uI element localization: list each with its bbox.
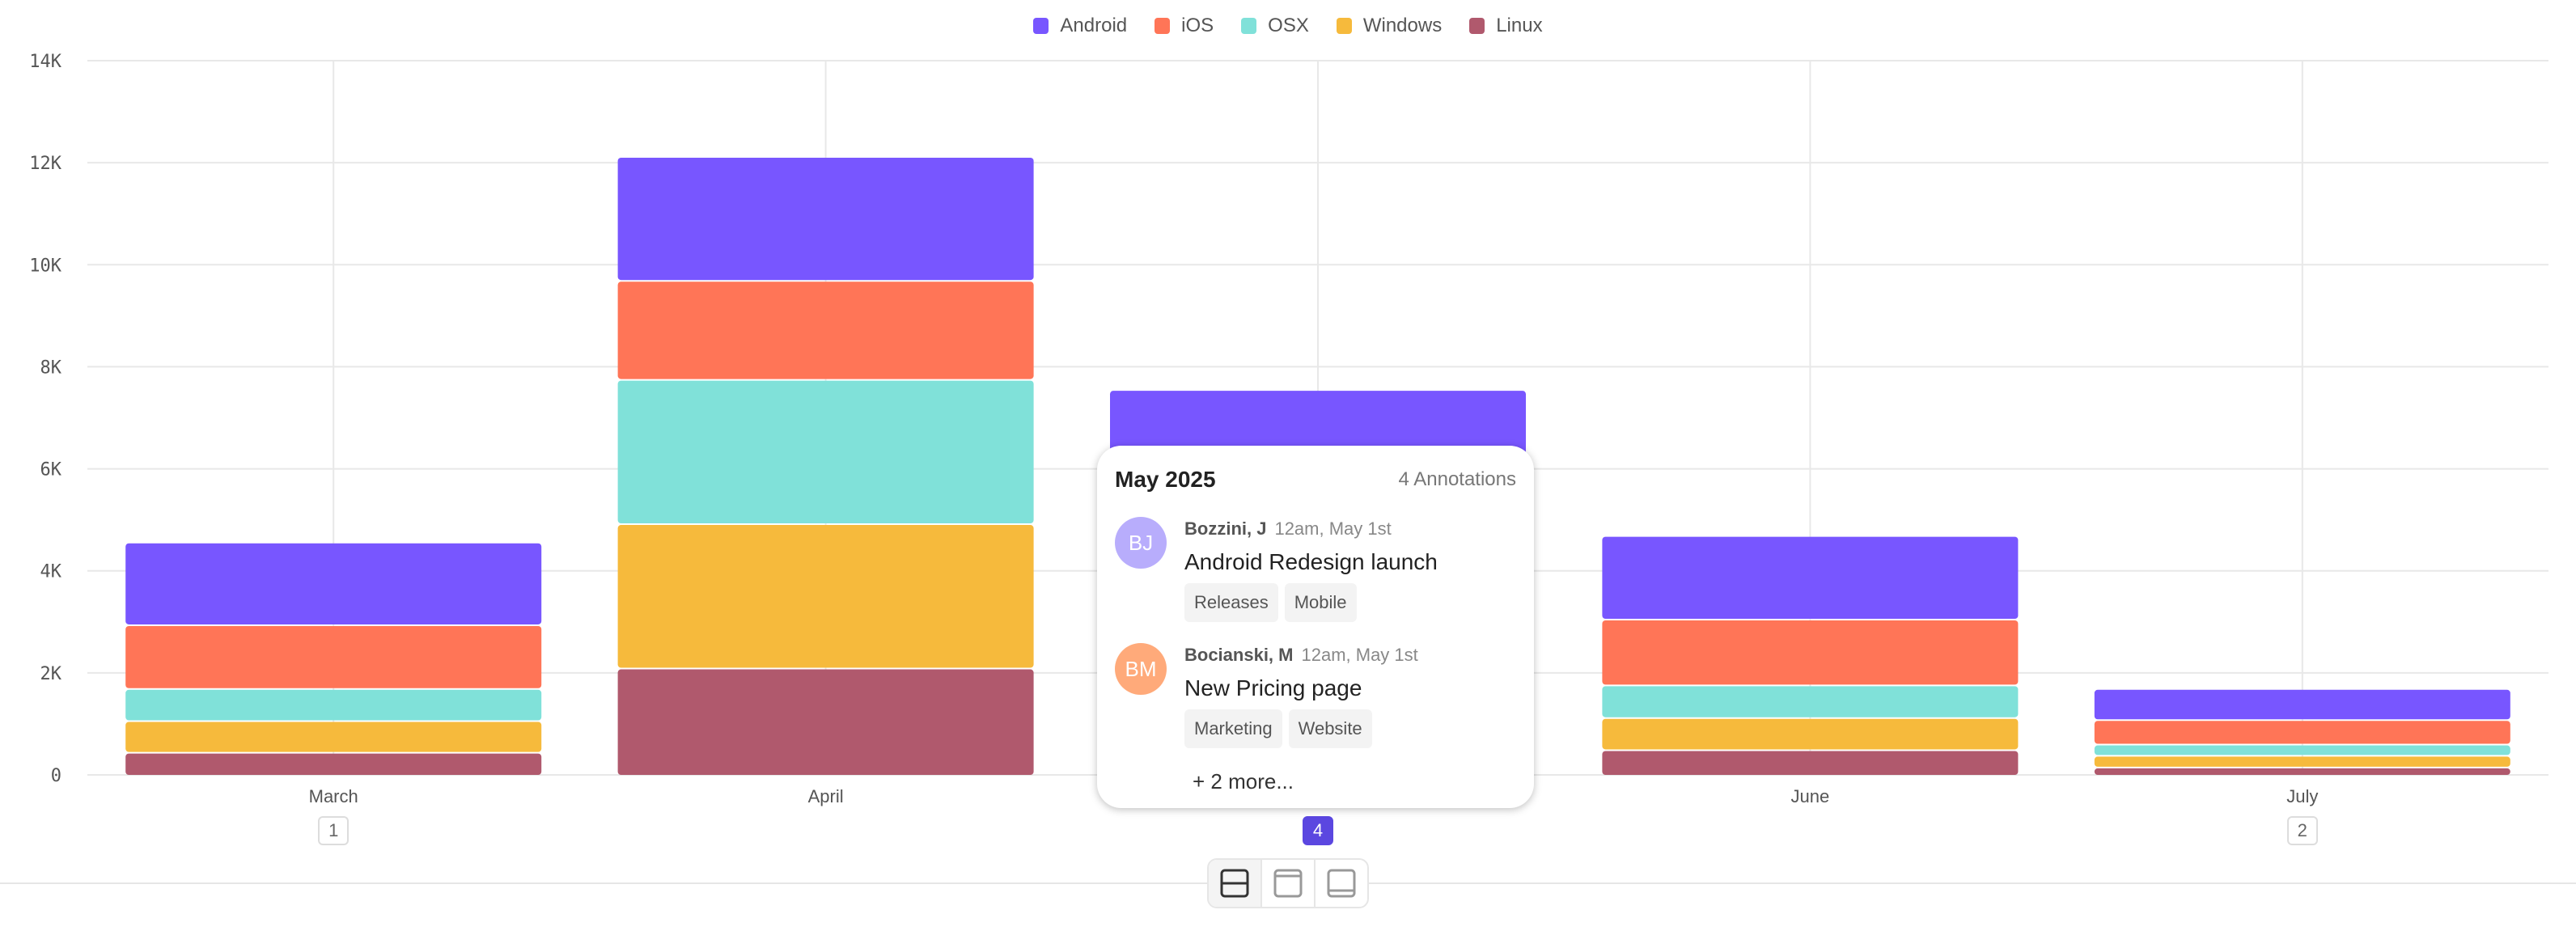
y-tick-label: 2K [40,664,62,684]
bar-ios-july[interactable] [2094,721,2510,744]
bar-windows-july[interactable] [2094,756,2510,767]
bar-linux-march[interactable] [125,753,542,775]
bar-windows-june[interactable] [1602,718,2019,750]
annotation-author: Bocianski, M [1184,645,1294,665]
legend-label: OSX [1268,15,1309,36]
legend-label: Windows [1362,15,1443,36]
y-tick-label: 14K [29,52,61,72]
y-tick-label: 8K [40,358,62,378]
y-tick-label: 12K [29,154,61,174]
view-toggle-group [1207,858,1369,908]
split-view-icon [1220,869,1249,898]
more-annotations-link[interactable]: + 2 more... [1193,769,1294,794]
legend-swatch [1336,18,1352,34]
tag[interactable]: Marketing [1184,709,1282,748]
legend-swatch [1033,18,1049,34]
annotation-title: Android Redesign launch [1184,549,1438,574]
annotation-title: New Pricing page [1184,675,1362,700]
bar-ios-april[interactable] [617,281,1034,379]
annotation-author: Bozzini, J [1184,518,1267,539]
bar-android-june[interactable] [1602,536,2019,620]
bar-ios-june[interactable] [1602,620,2019,685]
annotation-time: 12am, May 1st [1274,518,1392,539]
bar-ios-march[interactable] [125,625,542,688]
tag[interactable]: Mobile [1284,583,1357,622]
bottom-panel-icon [1327,869,1356,898]
legend-item-android[interactable]: Android [1033,15,1127,37]
avatar: BM [1115,643,1167,695]
legend-item-linux[interactable]: Linux [1469,15,1543,37]
split-view-button[interactable] [1209,860,1262,907]
annotation-time: 12am, May 1st [1301,645,1418,665]
legend-item-windows[interactable]: Windows [1336,15,1443,37]
y-tick-label: 4K [40,562,62,582]
bottom-panel-button[interactable] [1316,860,1367,907]
legend-swatch [1155,18,1171,34]
bar-osx-july[interactable] [2094,745,2510,755]
x-tick-label: July [2286,786,2318,806]
bar-windows-april[interactable] [617,525,1034,668]
x-tick-label: June [1791,786,1830,806]
y-tick-label: 6K [40,460,62,480]
legend-item-ios[interactable]: iOS [1155,15,1214,37]
legend-label: Android [1060,15,1128,36]
bar-osx-april[interactable] [617,380,1034,524]
bar-linux-april[interactable] [617,669,1034,775]
bar-android-july[interactable] [2094,689,2510,720]
tag[interactable]: Website [1288,709,1372,748]
annotation-badge-july[interactable]: 2 [2286,816,2318,845]
bar-linux-june[interactable] [1602,751,2019,775]
legend-swatch [1241,18,1257,34]
y-tick-label: 0 [51,766,61,786]
bar-windows-march[interactable] [125,722,542,752]
annotation-tooltip: May 2025 4 Annotations BJ Bozzini, J 12am… [1097,446,1534,808]
tooltip-title: May 2025 [1115,467,1216,492]
annotation-item[interactable]: BM Bocianski, M 12am, May 1st New Pricing… [1115,643,1516,748]
annotation-badge-march[interactable]: 1 [318,816,350,845]
bar-osx-march[interactable] [125,689,542,721]
avatar: BJ [1115,517,1167,569]
legend-item-osx[interactable]: OSX [1241,15,1309,37]
bar-android-may[interactable] [1110,391,1526,464]
top-panel-icon [1273,869,1303,898]
y-tick-label: 10K [29,256,61,276]
bar-linux-july[interactable] [2094,768,2510,775]
legend-swatch [1469,18,1485,34]
legend: Android iOS OSX Windows Linux [0,15,2576,37]
legend-label: Linux [1496,15,1543,36]
top-panel-button[interactable] [1262,860,1316,907]
tag[interactable]: Releases [1184,583,1278,622]
annotation-item[interactable]: BJ Bozzini, J 12am, May 1st Android Redes… [1115,517,1516,622]
x-tick-label: April [808,786,844,806]
annotation-count: 4 Annotations [1398,468,1516,490]
legend-label: iOS [1181,15,1214,36]
bar-osx-june[interactable] [1602,686,2019,717]
x-tick-label: March [309,786,358,806]
bar-android-april[interactable] [617,157,1034,281]
annotation-badge-may[interactable]: 4 [1303,816,1333,845]
bar-android-march[interactable] [125,543,542,624]
